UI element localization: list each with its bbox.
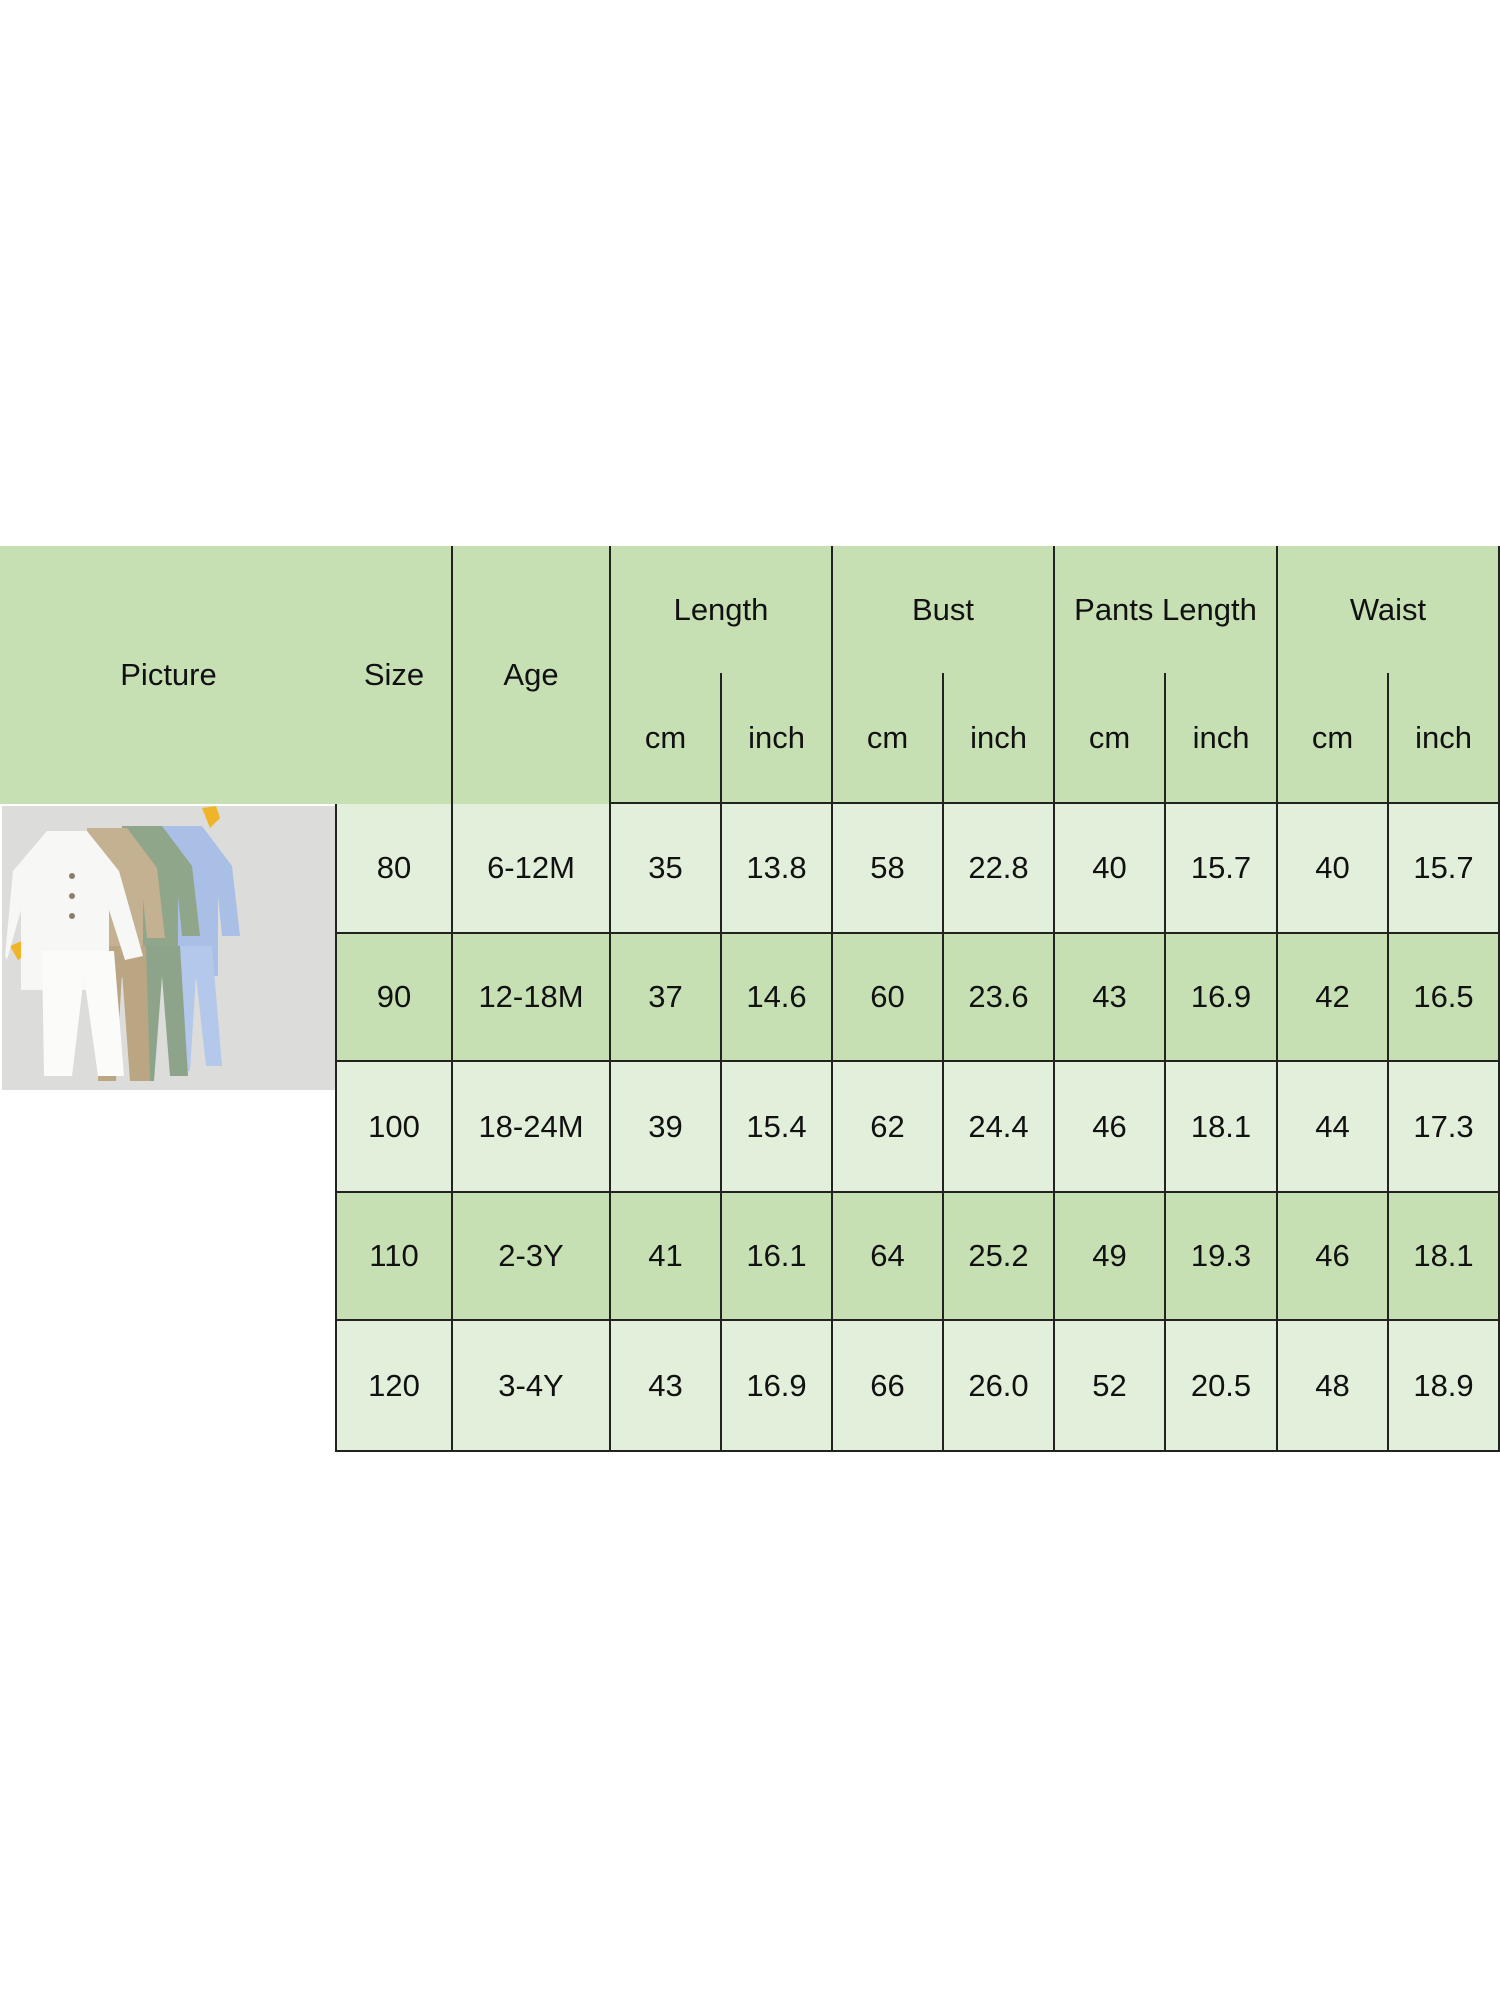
measurement-cell: 18.1	[1389, 1193, 1500, 1321]
measurement-cell: 52	[1055, 1321, 1166, 1452]
measurement-cell: 41	[611, 1193, 722, 1321]
measurement-cell: 20.5	[1166, 1321, 1278, 1452]
header-unit-cm: cm	[1278, 673, 1389, 804]
header-unit-cm: cm	[1055, 673, 1166, 804]
measurement-cell: 16.9	[722, 1321, 833, 1452]
measurement-cell: 18.9	[1389, 1321, 1500, 1452]
measurement-cell: 16.1	[722, 1193, 833, 1321]
size-chart-table: Picture Size Age Length Bust Pants Length Wais…	[0, 546, 1500, 1452]
age-cell: 12-18M	[453, 934, 611, 1062]
measurement-cell: 46	[1278, 1193, 1389, 1321]
measurement-cell: 64	[833, 1193, 944, 1321]
measurement-cell: 14.6	[722, 934, 833, 1062]
header-size: Size	[337, 546, 453, 806]
header-length: Length	[611, 546, 833, 675]
size-cell: 90	[337, 934, 453, 1062]
measurement-cell: 44	[1278, 1062, 1389, 1193]
measurement-cell: 43	[611, 1321, 722, 1452]
measurement-cell: 15.4	[722, 1062, 833, 1193]
age-cell: 6-12M	[453, 804, 611, 934]
measurement-cell: 40	[1278, 804, 1389, 934]
measurement-cell: 35	[611, 804, 722, 934]
measurement-cell: 39	[611, 1062, 722, 1193]
header-unit-cm: cm	[611, 673, 722, 804]
measurement-cell: 49	[1055, 1193, 1166, 1321]
measurement-cell: 18.1	[1166, 1062, 1278, 1193]
header-picture: Picture	[0, 546, 339, 806]
measurement-cell: 66	[833, 1321, 944, 1452]
measurement-cell: 17.3	[1389, 1062, 1500, 1193]
measurement-cell: 15.7	[1389, 804, 1500, 934]
header-unit-inch: inch	[1389, 673, 1500, 804]
measurement-cell: 40	[1055, 804, 1166, 934]
size-cell: 80	[337, 804, 453, 934]
measurement-cell: 26.0	[944, 1321, 1055, 1452]
measurement-cell: 15.7	[1166, 804, 1278, 934]
age-cell: 18-24M	[453, 1062, 611, 1193]
measurement-cell: 42	[1278, 934, 1389, 1062]
measurement-cell: 19.3	[1166, 1193, 1278, 1321]
age-cell: 3-4Y	[453, 1321, 611, 1452]
measurement-cell: 16.5	[1389, 934, 1500, 1062]
header-age: Age	[453, 546, 611, 806]
size-cell: 100	[337, 1062, 453, 1193]
age-cell: 2-3Y	[453, 1193, 611, 1321]
header-bust: Bust	[833, 546, 1055, 675]
measurement-cell: 13.8	[722, 804, 833, 934]
size-cell: 120	[337, 1321, 453, 1452]
measurement-cell: 48	[1278, 1321, 1389, 1452]
measurement-cell: 16.9	[1166, 934, 1278, 1062]
product-photo	[2, 806, 335, 1090]
header-unit-inch: inch	[1166, 673, 1278, 804]
measurement-cell: 46	[1055, 1062, 1166, 1193]
measurement-cell: 58	[833, 804, 944, 934]
measurement-cell: 22.8	[944, 804, 1055, 934]
measurement-cell: 24.4	[944, 1062, 1055, 1193]
size-cell: 110	[337, 1193, 453, 1321]
header-unit-inch: inch	[944, 673, 1055, 804]
leaf-decoration	[202, 806, 220, 828]
measurement-cell: 25.2	[944, 1193, 1055, 1321]
header-pants-length: Pants Length	[1055, 546, 1278, 675]
header-waist: Waist	[1278, 546, 1500, 675]
measurement-cell: 60	[833, 934, 944, 1062]
measurement-cell: 37	[611, 934, 722, 1062]
measurement-cell: 43	[1055, 934, 1166, 1062]
header-unit-cm: cm	[833, 673, 944, 804]
measurement-cell: 62	[833, 1062, 944, 1193]
measurement-cell: 23.6	[944, 934, 1055, 1062]
header-unit-inch: inch	[722, 673, 833, 804]
